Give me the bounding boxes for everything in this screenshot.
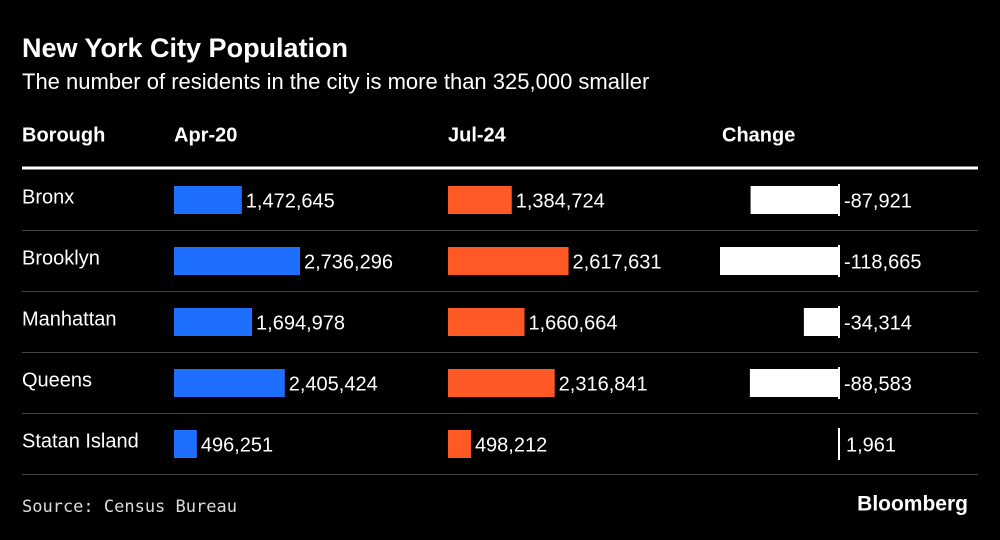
bar [803, 308, 838, 336]
row-label: Manhattan [22, 308, 117, 330]
bar [448, 247, 569, 275]
bar [174, 247, 300, 275]
value-label: 496,251 [201, 434, 273, 456]
column-header: Jul-24 [448, 124, 507, 146]
column-header: Change [722, 124, 795, 146]
bar [749, 369, 838, 397]
value-label: 498,212 [475, 434, 547, 456]
row-label: Queens [22, 369, 92, 391]
source: Source: Census Bureau [22, 497, 237, 517]
value-label: 1,961 [846, 434, 896, 456]
value-label: 1,694,978 [256, 312, 345, 334]
value-label: 1,660,664 [528, 312, 617, 334]
bar [750, 186, 838, 214]
logo: Bloomberg [857, 493, 968, 516]
value-label: -118,665 [844, 251, 921, 273]
bar [448, 430, 471, 458]
value-label: -88,583 [844, 373, 912, 395]
column-header: Borough [22, 124, 105, 146]
bar [174, 186, 242, 214]
value-label: 2,316,841 [559, 373, 648, 395]
value-label: 1,384,724 [516, 190, 605, 212]
row-label: Statan Island [22, 430, 139, 452]
bar [448, 186, 512, 214]
row-label: Bronx [22, 186, 74, 208]
chart-title: New York City Population [22, 33, 348, 63]
bar [448, 308, 525, 336]
row-label: Brooklyn [22, 247, 100, 269]
bar [720, 247, 838, 275]
bar [174, 369, 285, 397]
value-label: -34,314 [844, 312, 912, 334]
column-header: Apr-20 [174, 124, 237, 146]
bar [174, 430, 197, 458]
value-label: 2,617,631 [573, 251, 662, 273]
value-label: 2,405,424 [289, 373, 378, 395]
value-label: 2,736,296 [304, 251, 393, 273]
bar [174, 308, 253, 336]
bar [448, 369, 555, 397]
chart-subtitle: The number of residents in the city is m… [22, 69, 649, 94]
value-label: -87,921 [844, 190, 912, 212]
value-label: 1,472,645 [246, 190, 335, 212]
